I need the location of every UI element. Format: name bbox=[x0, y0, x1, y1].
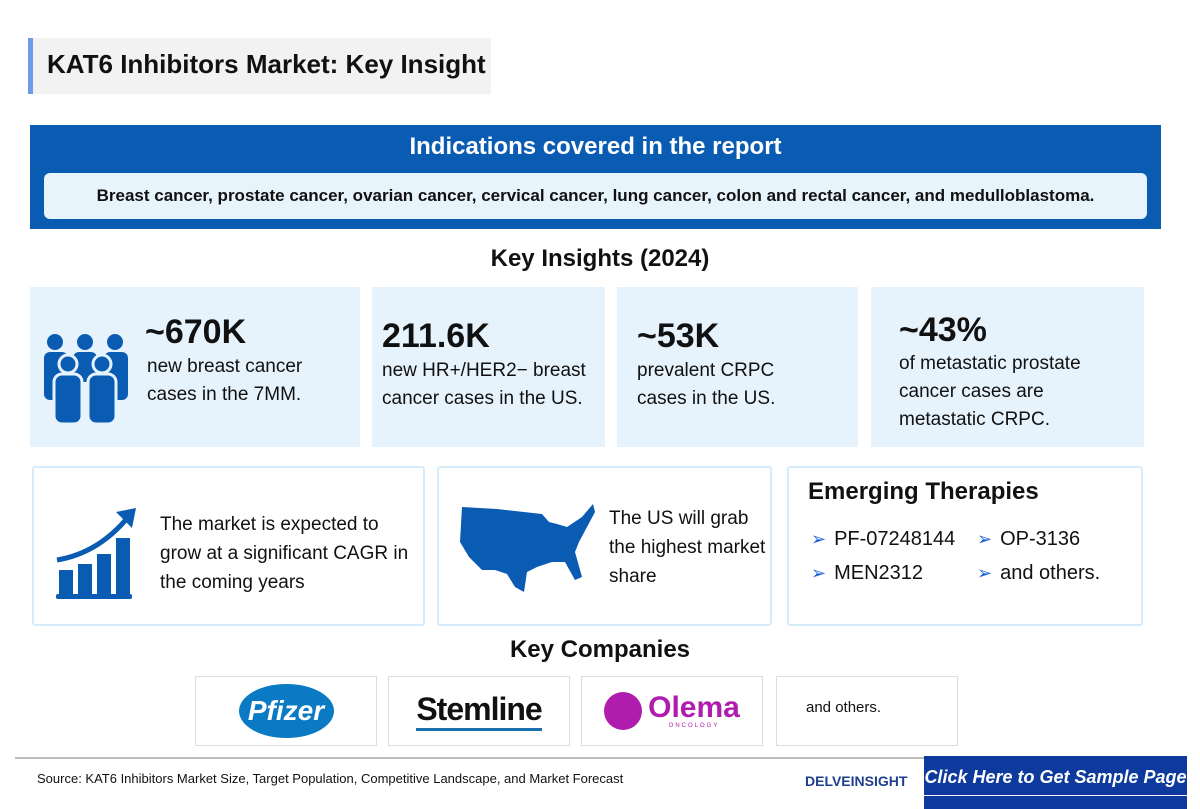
stat-value: ~43% bbox=[899, 311, 987, 349]
indications-heading: Indications covered in the report bbox=[409, 133, 782, 160]
stat-description: new breast cancer cases in the 7MM. bbox=[147, 356, 303, 405]
indications-text: Breast cancer, prostate cancer, ovarian … bbox=[44, 173, 1147, 219]
arrow-bullet-icon: ➢ bbox=[811, 563, 827, 583]
emerging-therapies-card: Emerging Therapies ➢ PF-07248144 ➢ OP-3136… bbox=[787, 466, 1143, 626]
other-companies: and others. bbox=[776, 676, 958, 746]
stat-card-metastatic-crpc: ~43% of metastatic prostate cancer cases… bbox=[871, 287, 1144, 447]
therapy-item: ➢ OP-3136 bbox=[977, 528, 1081, 550]
stat-description: prevalent CRPC cases in the US. bbox=[637, 360, 776, 409]
footer-divider bbox=[15, 757, 1185, 759]
delveinsight-logo: DELVEINSIGHT bbox=[805, 773, 908, 789]
stat-value: 211.6K bbox=[382, 317, 490, 355]
us-map-icon bbox=[460, 504, 595, 592]
indications-panel: Indications covered in the report Breast… bbox=[30, 125, 1161, 229]
arrow-bullet-icon: ➢ bbox=[977, 563, 993, 583]
arrow-bullet-icon: ➢ bbox=[977, 529, 993, 549]
growth-chart-icon bbox=[56, 508, 136, 599]
stat-value: ~53K bbox=[637, 317, 720, 355]
market-growth-text: The market is expected to grow at a sign… bbox=[160, 514, 409, 593]
us-market-text: The US will grab the highest market shar… bbox=[609, 508, 766, 587]
people-group-icon bbox=[44, 334, 128, 424]
stat-card-crpc: ~53K prevalent CRPC cases in the US. bbox=[617, 287, 858, 447]
source-text: Source: KAT6 Inhibitors Market Size, Tar… bbox=[37, 771, 624, 786]
therapy-item: ➢ MEN2312 bbox=[811, 562, 924, 584]
market-growth-card: The market is expected to grow at a sign… bbox=[32, 466, 425, 626]
arrow-bullet-icon: ➢ bbox=[811, 529, 827, 549]
pfizer-logo: Pfizer bbox=[195, 676, 377, 746]
key-insights-heading: Key Insights (2024) bbox=[490, 245, 710, 272]
get-sample-page-button[interactable]: Click Here to Get Sample Page bbox=[924, 756, 1187, 809]
emerging-therapies-heading: Emerging Therapies bbox=[808, 478, 1039, 505]
stat-value: ~670K bbox=[145, 313, 247, 351]
page-title: KAT6 Inhibitors Market: Key Insight bbox=[28, 38, 491, 94]
stat-card-breast-cancer: ~670K new breast cancer cases in the 7MM… bbox=[30, 287, 360, 447]
stemline-logo: Stemline bbox=[388, 676, 570, 746]
therapy-item: ➢ PF-07248144 bbox=[811, 528, 956, 550]
key-companies-heading: Key Companies bbox=[509, 636, 691, 663]
therapy-item: ➢ and others. bbox=[977, 562, 1101, 584]
stat-description: of metastatic prostate cancer cases are … bbox=[899, 353, 1081, 430]
stat-card-hr-her2: 211.6K new HR+/HER2− breast cancer cases… bbox=[372, 287, 605, 447]
olema-logo: Olema ONCOLOGY bbox=[581, 676, 763, 746]
us-market-card: The US will grab the highest market shar… bbox=[437, 466, 772, 626]
stat-description: new HR+/HER2− breast cancer cases in the… bbox=[382, 360, 586, 409]
